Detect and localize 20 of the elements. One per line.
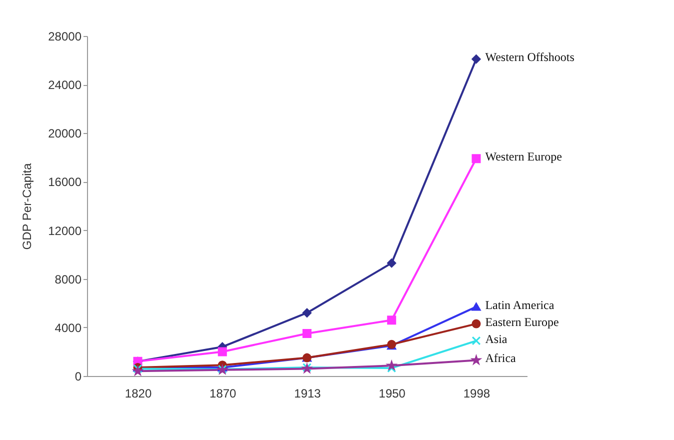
y-tick-label: 0: [74, 370, 82, 384]
x-tick-label: 1998: [463, 386, 490, 400]
y-tick-label: 8000: [54, 272, 82, 286]
series-label: Western Europe: [485, 150, 562, 164]
x-tick-label: 1870: [210, 386, 237, 400]
y-tick-label: 4000: [54, 320, 82, 335]
x-tick-label: 1820: [124, 386, 152, 400]
x-tick-label: 1950: [378, 386, 406, 400]
series-label: Latin America: [485, 298, 555, 312]
y-tick-label: 12000: [48, 224, 82, 238]
y-tick-label: 24000: [48, 78, 82, 92]
series-label: Western Offshoots: [485, 50, 575, 64]
y-tick-label: 16000: [48, 175, 82, 190]
series-label: Africa: [485, 351, 517, 366]
series-label: Eastern Europe: [485, 314, 559, 329]
y-tick-label: 20000: [48, 126, 82, 141]
x-tick-label: 1913: [294, 386, 322, 400]
y-axis-title: GDP Per-Capita: [20, 162, 34, 250]
y-tick-label: 28000: [48, 30, 82, 44]
series-label: Asia: [485, 332, 508, 346]
